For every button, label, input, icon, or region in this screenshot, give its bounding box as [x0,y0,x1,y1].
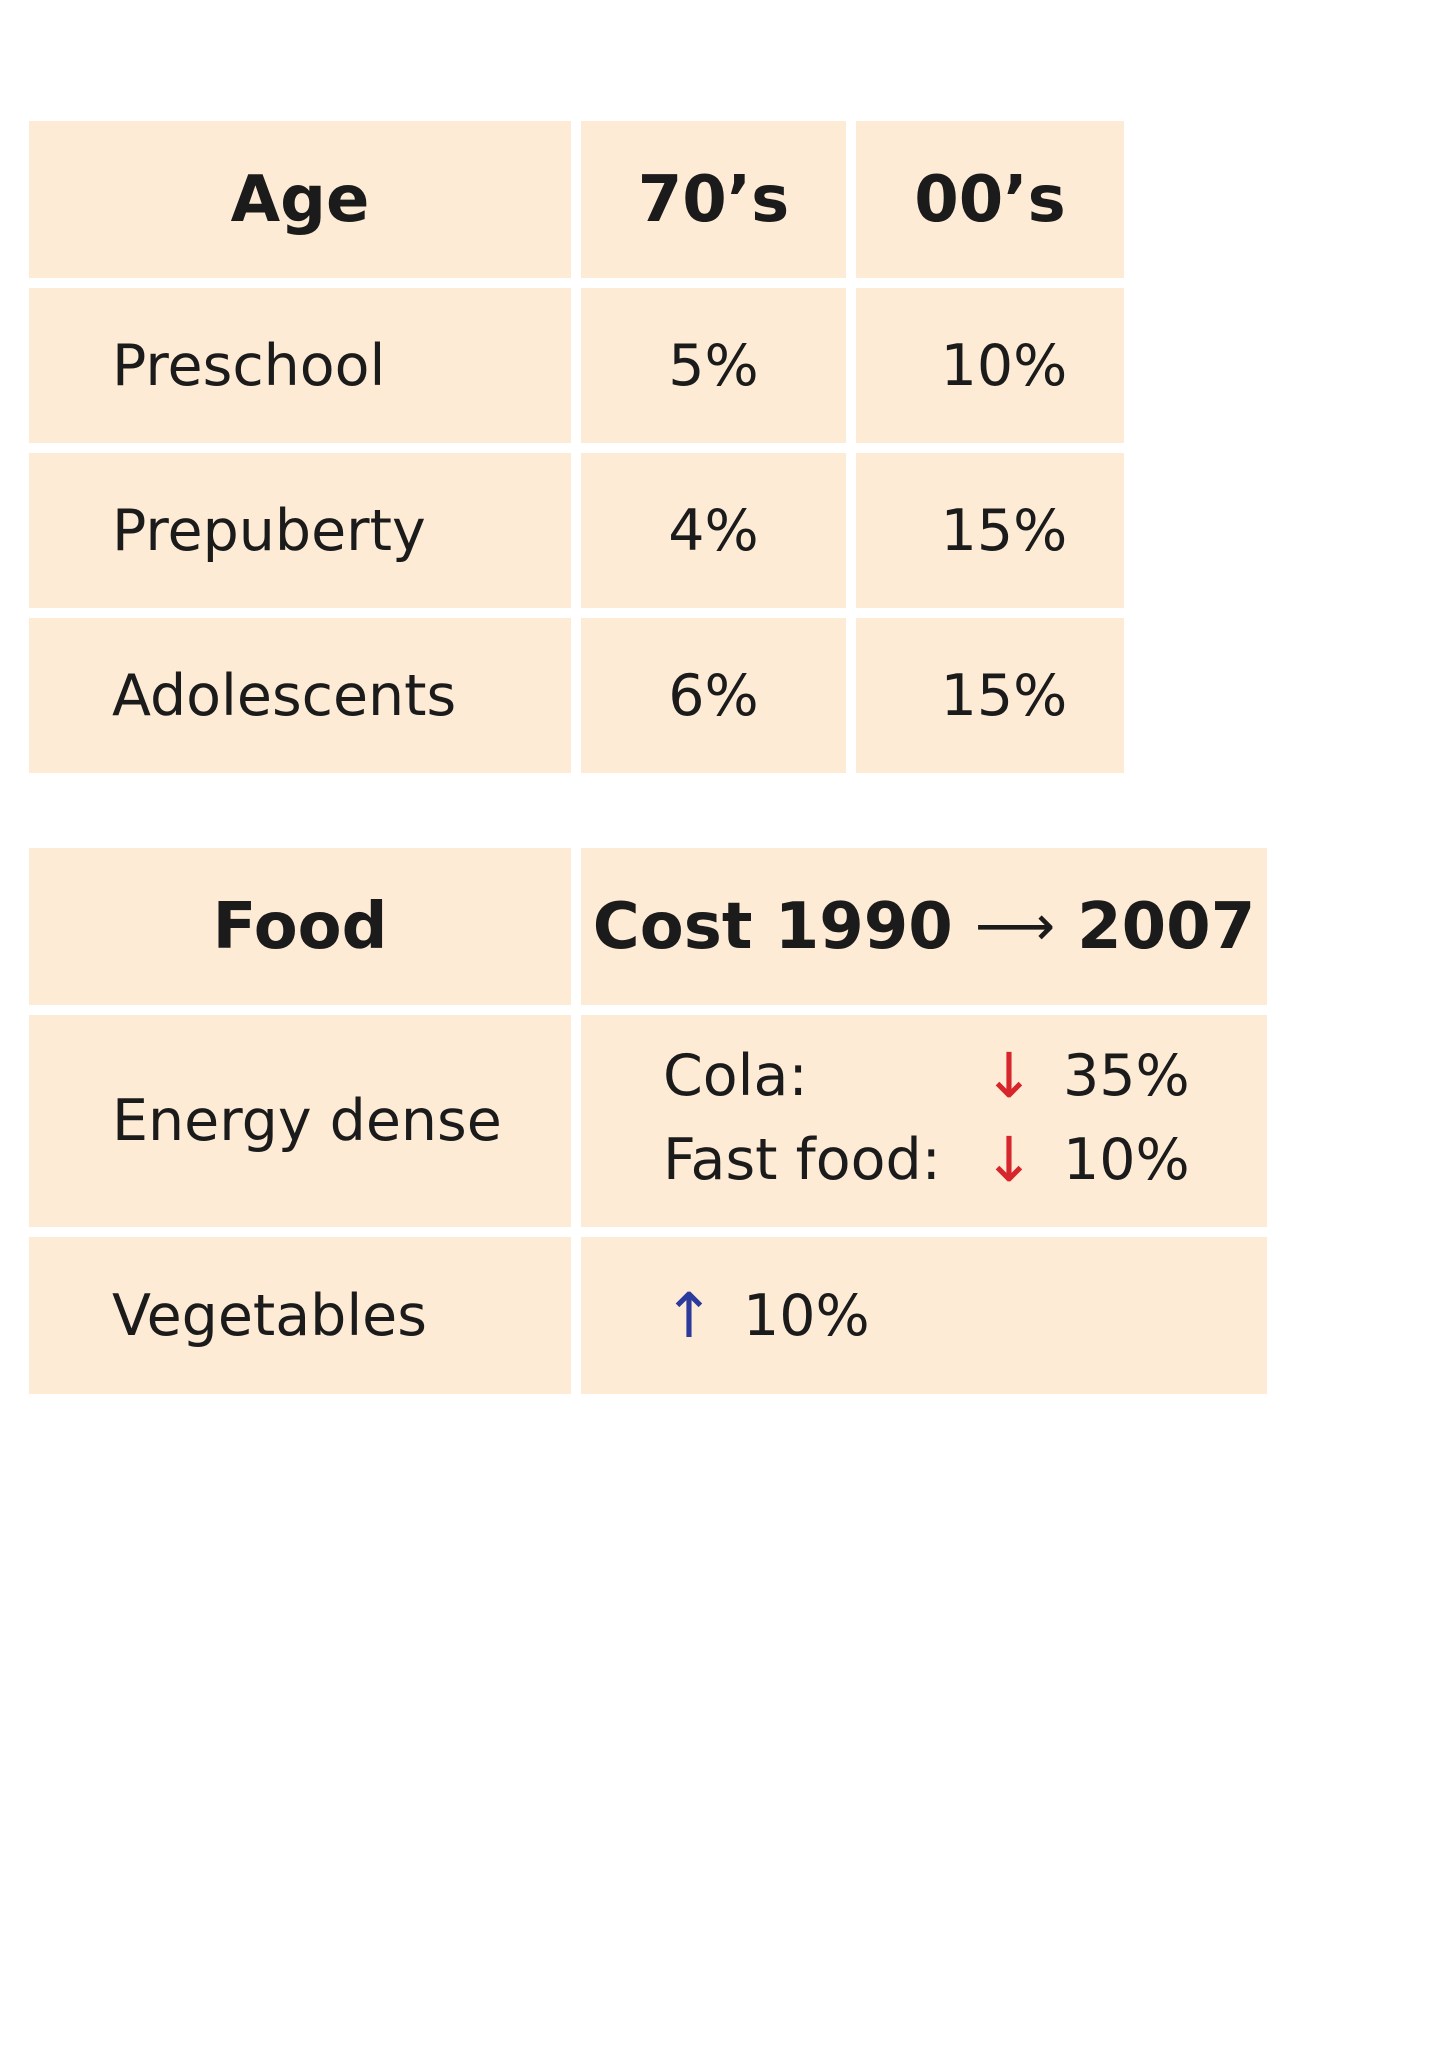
age-table-header-age: Age [29,121,571,278]
row-label: Adolescents [112,662,457,729]
header-food-text: Food [212,889,388,964]
age-row-preschool-00s: 10% [856,288,1124,443]
age-row-adolescents-00s: 15% [856,618,1124,773]
age-table-header-70s: 70’s [581,121,846,278]
header-00s-text: 00’s [914,162,1066,237]
arrow-down-icon: ↓ [983,1039,1035,1112]
cell-value: 15% [940,497,1068,564]
age-table-header-00s: 00’s [856,121,1124,278]
row-label: Preschool [112,332,386,399]
cola-value: 35% [1062,1043,1190,1109]
cola-line: Cola: ↓ 35% [663,1043,1190,1109]
age-row-prepuberty-label: Prepuberty [29,453,571,608]
fastfood-label: Fast food: [663,1127,941,1193]
header-cost-prefix: Cost 1990 [592,889,953,964]
age-row-adolescents-label: Adolescents [29,618,571,773]
age-row-preschool-label: Preschool [29,288,571,443]
food-row-energy-cost: Cola: ↓ 35% Fast food: ↓ 10% [581,1015,1267,1227]
food-table-header-food: Food [29,848,571,1005]
food-row-vegetables-cost: ↑ 10% [581,1237,1267,1394]
cola-label: Cola: [663,1043,808,1109]
row-label: Prepuberty [112,497,426,564]
arrow-down-icon: ↓ [983,1123,1035,1196]
food-row-vegetables-label: Vegetables [29,1237,571,1394]
cell-value: 10% [940,332,1068,399]
header-cost-suffix: 2007 [1077,889,1256,964]
age-row-preschool-70s: 5% [581,288,846,443]
fastfood-line: Fast food: ↓ 10% [663,1127,1190,1193]
food-row-energy-label: Energy dense [29,1015,571,1227]
veg-value: 10% [742,1282,870,1349]
header-70s-text: 70’s [637,162,790,237]
arrow-up-icon: ↑ [663,1278,715,1352]
cell-value: 5% [668,332,759,399]
header-age-text: Age [230,162,370,237]
fastfood-value: 10% [1062,1127,1190,1193]
food-table-header-cost: Cost 1990 ⟶ 2007 [581,848,1267,1005]
age-row-adolescents-70s: 6% [581,618,846,773]
row-label: Vegetables [112,1282,427,1349]
cell-value: 15% [940,662,1068,729]
cell-value: 6% [668,662,759,729]
age-row-prepuberty-70s: 4% [581,453,846,608]
cell-value: 4% [668,497,759,564]
header-cost-arrow: ⟶ [974,894,1056,959]
row-label: Energy dense [112,1088,502,1154]
age-row-prepuberty-00s: 15% [856,453,1124,608]
